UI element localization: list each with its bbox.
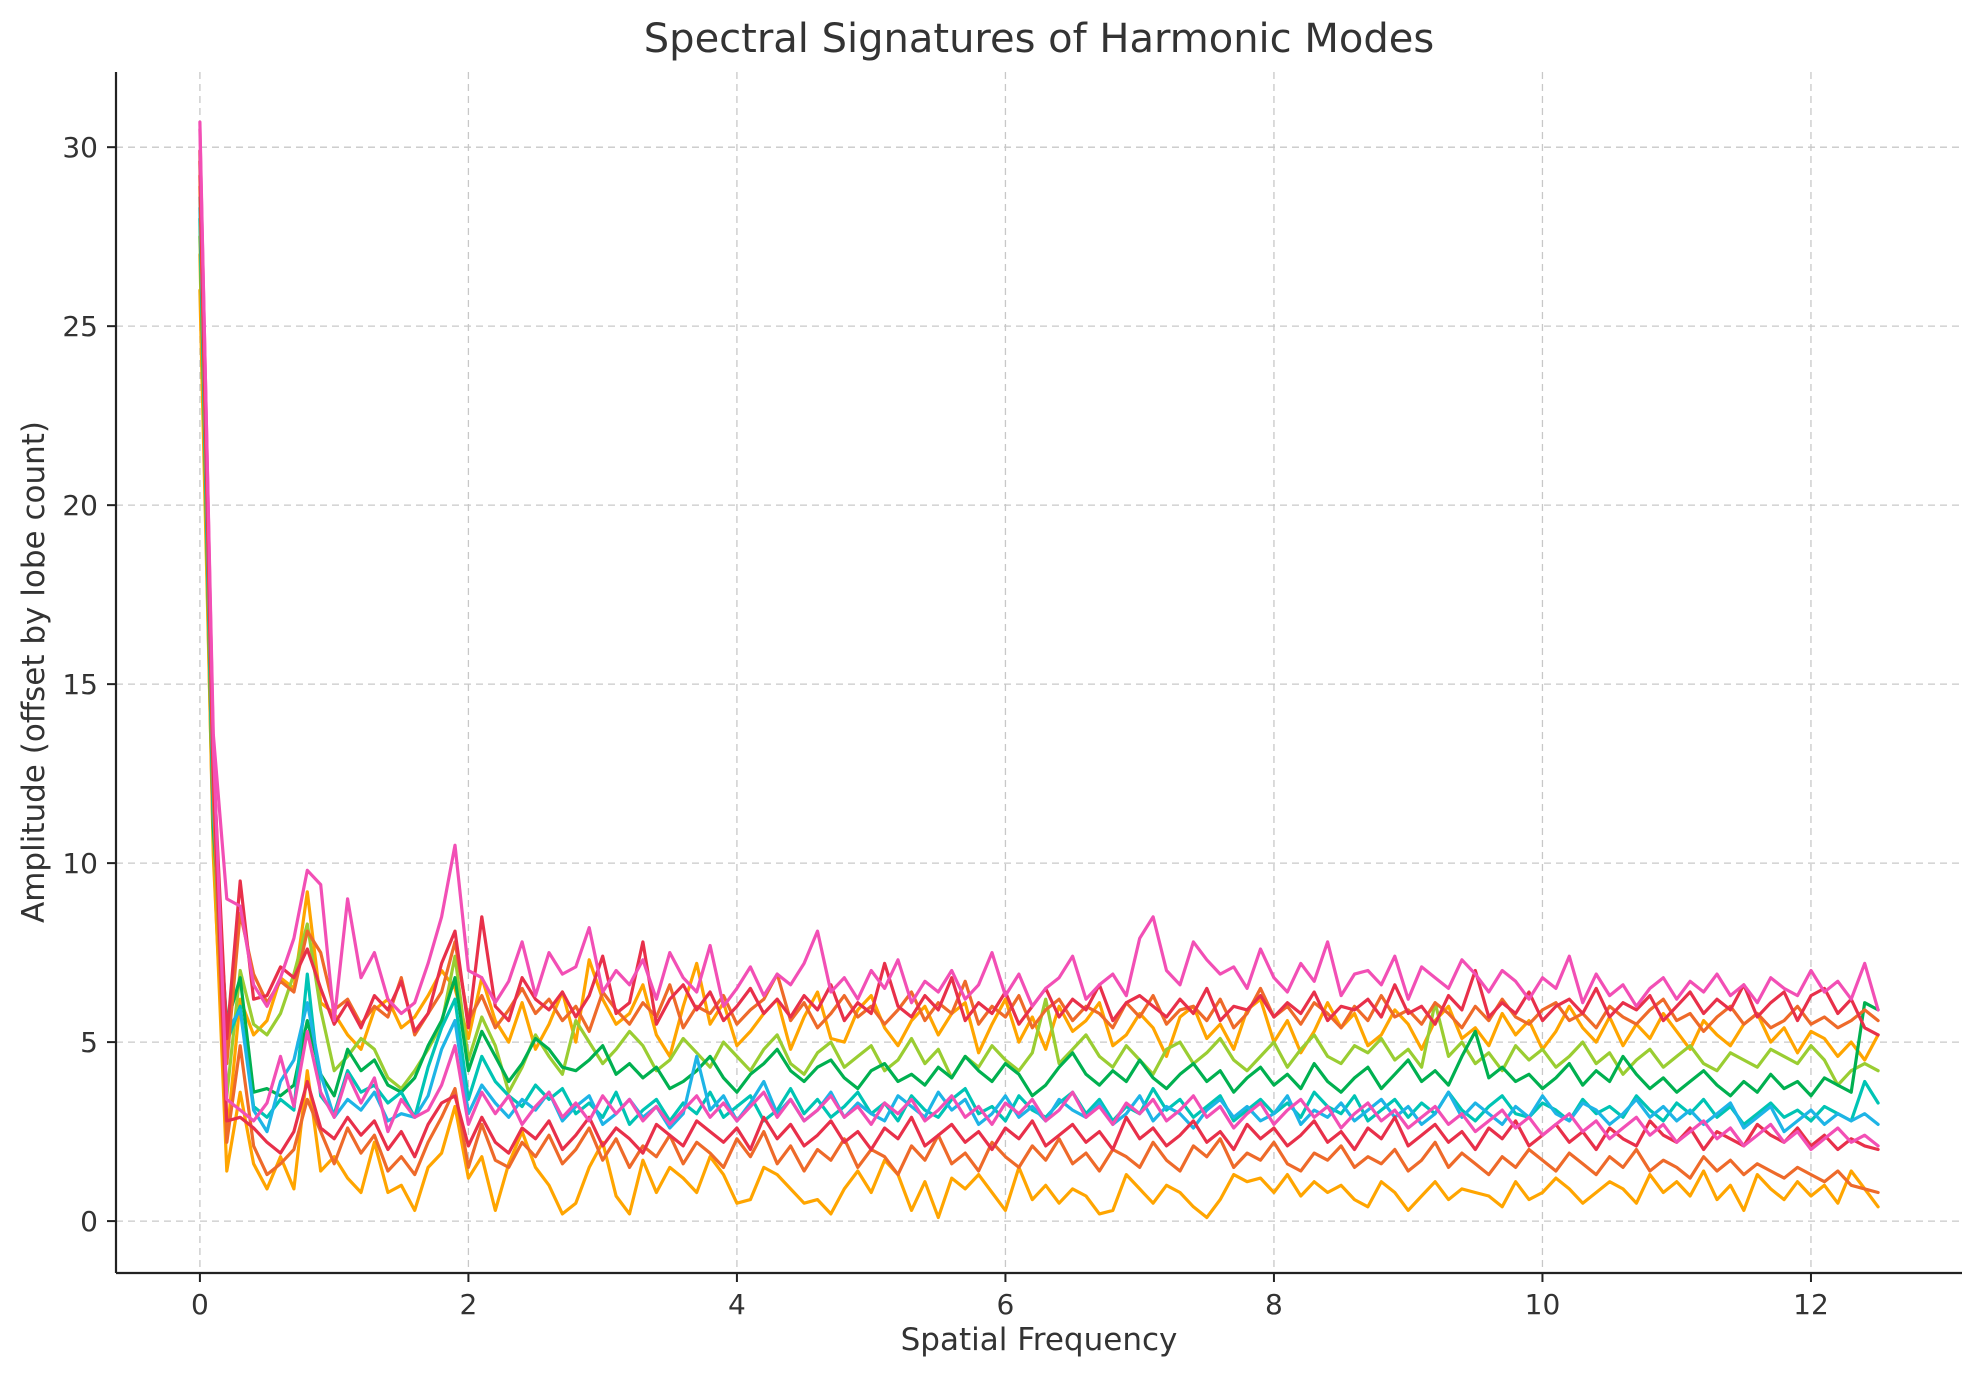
x-axis-ticks: 0 2 4 6 8 10 12 bbox=[191, 1273, 1829, 1321]
axes bbox=[114, 72, 1962, 1275]
grid-lines bbox=[116, 72, 1962, 1273]
x-tick-label: 10 bbox=[1525, 1288, 1561, 1321]
series-line-1 bbox=[198, 288, 1880, 1220]
y-axis-label: Amplitude (offset by lobe count) bbox=[16, 421, 52, 923]
series-line-7 bbox=[198, 185, 1880, 1195]
series-line-2 bbox=[198, 253, 1880, 1141]
series-line-9 bbox=[198, 159, 1880, 1159]
x-tick-label: 12 bbox=[1793, 1288, 1829, 1321]
x-tick-label: 8 bbox=[1265, 1288, 1283, 1321]
y-tick-label: 25 bbox=[62, 310, 98, 343]
series-line-8 bbox=[198, 174, 1880, 1066]
series-line-11 bbox=[198, 120, 1880, 1152]
y-tick-label: 10 bbox=[62, 847, 98, 880]
series-line-12 bbox=[198, 127, 1880, 1023]
x-tick-label: 0 bbox=[191, 1288, 209, 1321]
x-axis-label: Spatial Frequency bbox=[901, 1322, 1178, 1358]
y-tick-label: 20 bbox=[62, 489, 98, 522]
x-tick-label: 2 bbox=[460, 1288, 478, 1321]
chart-title: Spectral Signatures of Harmonic Modes bbox=[644, 16, 1434, 62]
series-line-3 bbox=[198, 235, 1880, 1098]
y-tick-label: 15 bbox=[62, 668, 98, 701]
y-tick-label: 5 bbox=[80, 1026, 98, 1059]
y-axis-ticks: 0 5 10 15 20 25 30 bbox=[62, 131, 116, 1238]
x-tick-label: 6 bbox=[997, 1288, 1015, 1321]
series-group bbox=[198, 120, 1880, 1220]
y-tick-label: 0 bbox=[80, 1205, 98, 1238]
y-tick-label: 30 bbox=[62, 131, 98, 164]
series-line-6 bbox=[198, 195, 1880, 1134]
x-tick-label: 4 bbox=[728, 1288, 746, 1321]
series-line-4 bbox=[198, 217, 1880, 1098]
series-line-10 bbox=[198, 149, 1880, 1041]
